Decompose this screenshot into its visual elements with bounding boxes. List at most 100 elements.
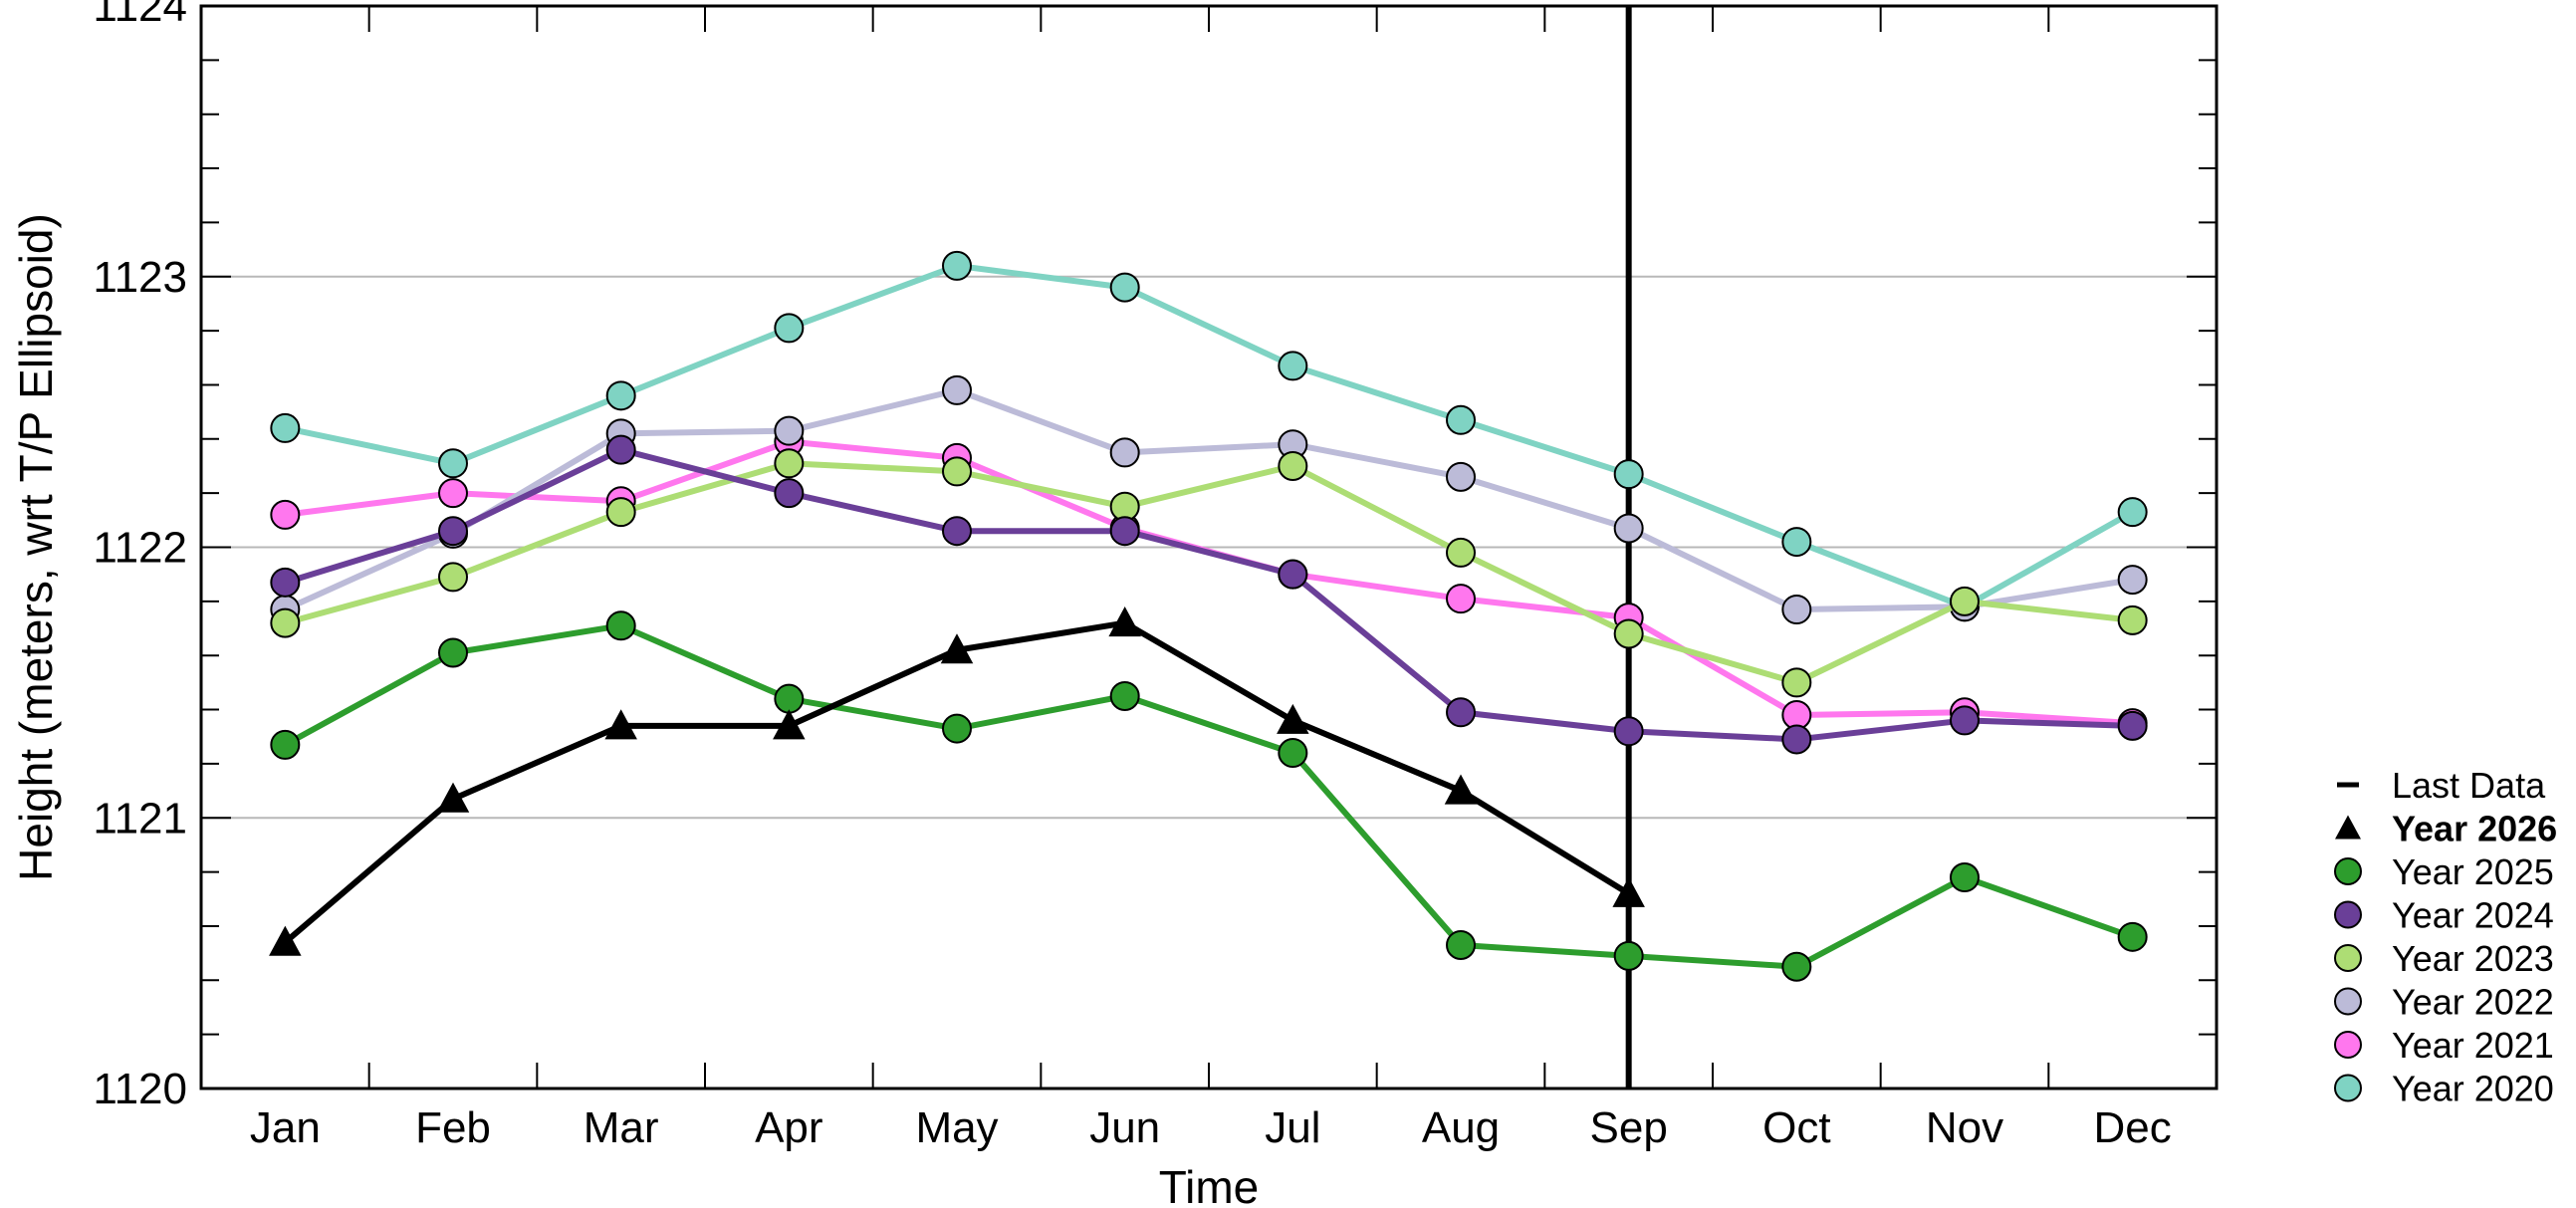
data-point: [1781, 724, 1812, 755]
data-point: [270, 607, 301, 638]
data-point: [1613, 459, 1644, 490]
data-point: [942, 250, 972, 281]
data-point: [1950, 586, 1980, 616]
legend-item: Year 2020: [2334, 1069, 2554, 1109]
axis-ticks: [201, 5, 2217, 1089]
series-line: [284, 386, 2134, 613]
data-point: [1613, 513, 1644, 544]
series-year-2025: [270, 610, 2148, 982]
y-tick-label: 1123: [93, 253, 187, 302]
x-tick-label: Dec: [2094, 1103, 2172, 1152]
data-point: [1278, 738, 1308, 769]
data-point: [270, 729, 301, 760]
series-year-2026: [269, 606, 1645, 956]
data-point: [1109, 437, 1140, 468]
x-tick-label: Jul: [1265, 1103, 1320, 1152]
y-tick-label: 1122: [93, 524, 187, 573]
data-point: [2117, 604, 2148, 635]
series-line: [284, 262, 2135, 610]
data-point: [1109, 680, 1140, 711]
series-year-2024: [270, 434, 2148, 755]
legend-circle-symbol: [2334, 944, 2362, 972]
legend-circle-symbol: [2334, 900, 2362, 929]
data-point: [2117, 497, 2148, 528]
x-tick-label: Jan: [250, 1103, 321, 1152]
data-point: [1278, 559, 1308, 590]
data-point: [1446, 697, 1476, 728]
legend-item: Year 2026: [2335, 809, 2557, 849]
data-point: [1278, 351, 1308, 381]
data-point: [774, 415, 805, 446]
data-point: [270, 567, 301, 598]
legend-item: Year 2025: [2334, 851, 2554, 892]
data-point: [1613, 618, 1644, 649]
data-point: [1109, 272, 1140, 303]
data-point: [605, 610, 636, 641]
data-point: [270, 499, 301, 530]
plot-frame: [199, 4, 2219, 1090]
data-point: [773, 709, 806, 740]
data-point: [1446, 404, 1476, 435]
data-point: [2117, 921, 2148, 952]
data-point: [942, 374, 972, 405]
data-point: [1108, 606, 1141, 637]
data-point: [774, 478, 805, 509]
x-axis-title: Time: [1159, 1161, 1260, 1208]
data-point: [1277, 703, 1309, 734]
y-tick-labels: 1120 1121 1122 1123 1124: [93, 0, 187, 1113]
x-tick-label: May: [915, 1103, 998, 1152]
x-tick-label: Mar: [584, 1103, 659, 1152]
data-point: [1444, 774, 1478, 805]
data-point: [604, 709, 637, 740]
grid-lines: [201, 275, 2217, 820]
data-point: [1781, 527, 1812, 558]
data-point: [1446, 584, 1476, 614]
data-point: [1950, 705, 1980, 736]
legend-circle-symbol: [2334, 1031, 2362, 1059]
data-point: [1278, 450, 1308, 481]
x-tick-label: Jun: [1089, 1103, 1160, 1152]
x-tick-label: Oct: [1762, 1103, 1830, 1152]
data-point: [438, 562, 468, 593]
legend-circle-symbol: [2334, 987, 2362, 1016]
data-point: [942, 713, 972, 744]
data-point: [774, 683, 805, 714]
legend-label: Year 2023: [2392, 938, 2554, 979]
data-point: [774, 313, 805, 344]
data-point: [2117, 710, 2148, 741]
data-point: [1446, 461, 1476, 492]
legend-label: Year 2025: [2392, 851, 2554, 892]
data-point: [1950, 862, 1980, 893]
x-tick-label: Apr: [755, 1103, 822, 1152]
data-point: [269, 925, 302, 956]
legend-item: Year 2024: [2334, 895, 2554, 936]
data-point: [1613, 716, 1644, 747]
data-point: [1613, 940, 1644, 971]
legend-label: Year 2020: [2392, 1069, 2554, 1109]
legend-item: Year 2022: [2334, 982, 2554, 1023]
data-point: [1781, 667, 1812, 698]
y-tick-label: 1120: [93, 1065, 187, 1113]
series-line: [283, 622, 2134, 970]
data-point: [438, 637, 468, 668]
data-point: [940, 633, 974, 664]
data-point: [1781, 595, 1812, 625]
data-point: [605, 497, 636, 528]
legend-label: Year 2022: [2392, 982, 2554, 1023]
legend-item: Last Data: [2337, 765, 2546, 806]
legend-label: Last Data: [2392, 765, 2546, 806]
legend-triangle-symbol: [2335, 815, 2361, 840]
legend-circle-symbol: [2334, 1074, 2362, 1102]
data-point: [942, 456, 972, 487]
series-year-2020: [270, 250, 2148, 622]
legend-item: Year 2021: [2334, 1025, 2554, 1066]
data-point: [1446, 929, 1476, 960]
x-tick-label: Sep: [1590, 1103, 1668, 1152]
data-point: [942, 516, 972, 547]
legend-label: Year 2021: [2392, 1025, 2554, 1066]
x-tick-label: Feb: [415, 1103, 491, 1152]
data-point: [438, 478, 468, 509]
series-line: [283, 619, 1631, 945]
legend-item: Year 2023: [2334, 938, 2554, 979]
